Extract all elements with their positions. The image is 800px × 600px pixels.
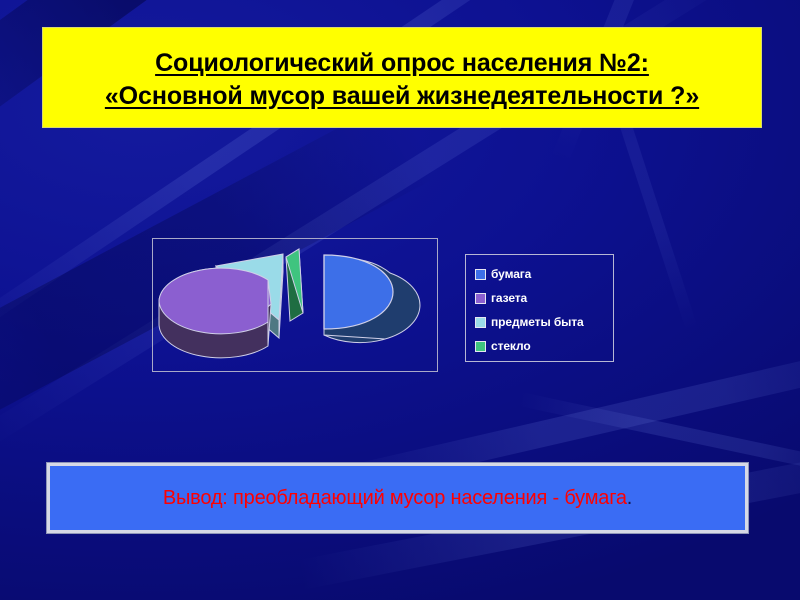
pie-graphic: [153, 239, 439, 373]
legend-swatch-icon: [475, 340, 486, 352]
conclusion-box: Вывод: преобладающий мусор населения - б…: [47, 463, 748, 533]
pie-svg: [158, 248, 421, 359]
pie-slice-steklo: [285, 248, 304, 322]
legend-swatch-icon: [475, 268, 486, 280]
pie-slice-gazeta: [158, 267, 272, 359]
pie-slice-bumaga: [323, 254, 421, 344]
legend-item-predmety-byta: предметы быта: [475, 310, 613, 334]
title-box: Социологический опрос населения №2: «Осн…: [42, 27, 762, 128]
legend-label: предметы быта: [491, 315, 584, 329]
conclusion-period: .: [626, 486, 633, 509]
chart-plot-area: [152, 238, 438, 372]
conclusion-sentence: Вывод: преобладающий мусор населения - б…: [162, 486, 627, 509]
page-title-line-1: Социологический опрос населения №2:: [155, 48, 649, 77]
legend-label: стекло: [491, 339, 531, 353]
pie-chart: бумага газета предметы быта стекло: [152, 238, 614, 372]
legend-item-steklo: стекло: [475, 334, 613, 358]
conclusion-text: Вывод: преобладающий мусор населения - б…: [78, 484, 717, 512]
legend-label: бумага: [491, 267, 532, 281]
legend-swatch-icon: [475, 316, 486, 328]
legend-item-bumaga: бумага: [475, 262, 613, 286]
page-title-line-2: «Основной мусор вашей жизнедеятельности …: [104, 81, 700, 110]
chart-legend: бумага газета предметы быта стекло: [465, 254, 614, 362]
legend-label: газета: [491, 291, 528, 305]
legend-item-gazeta: газета: [475, 286, 613, 310]
legend-swatch-icon: [475, 292, 486, 304]
